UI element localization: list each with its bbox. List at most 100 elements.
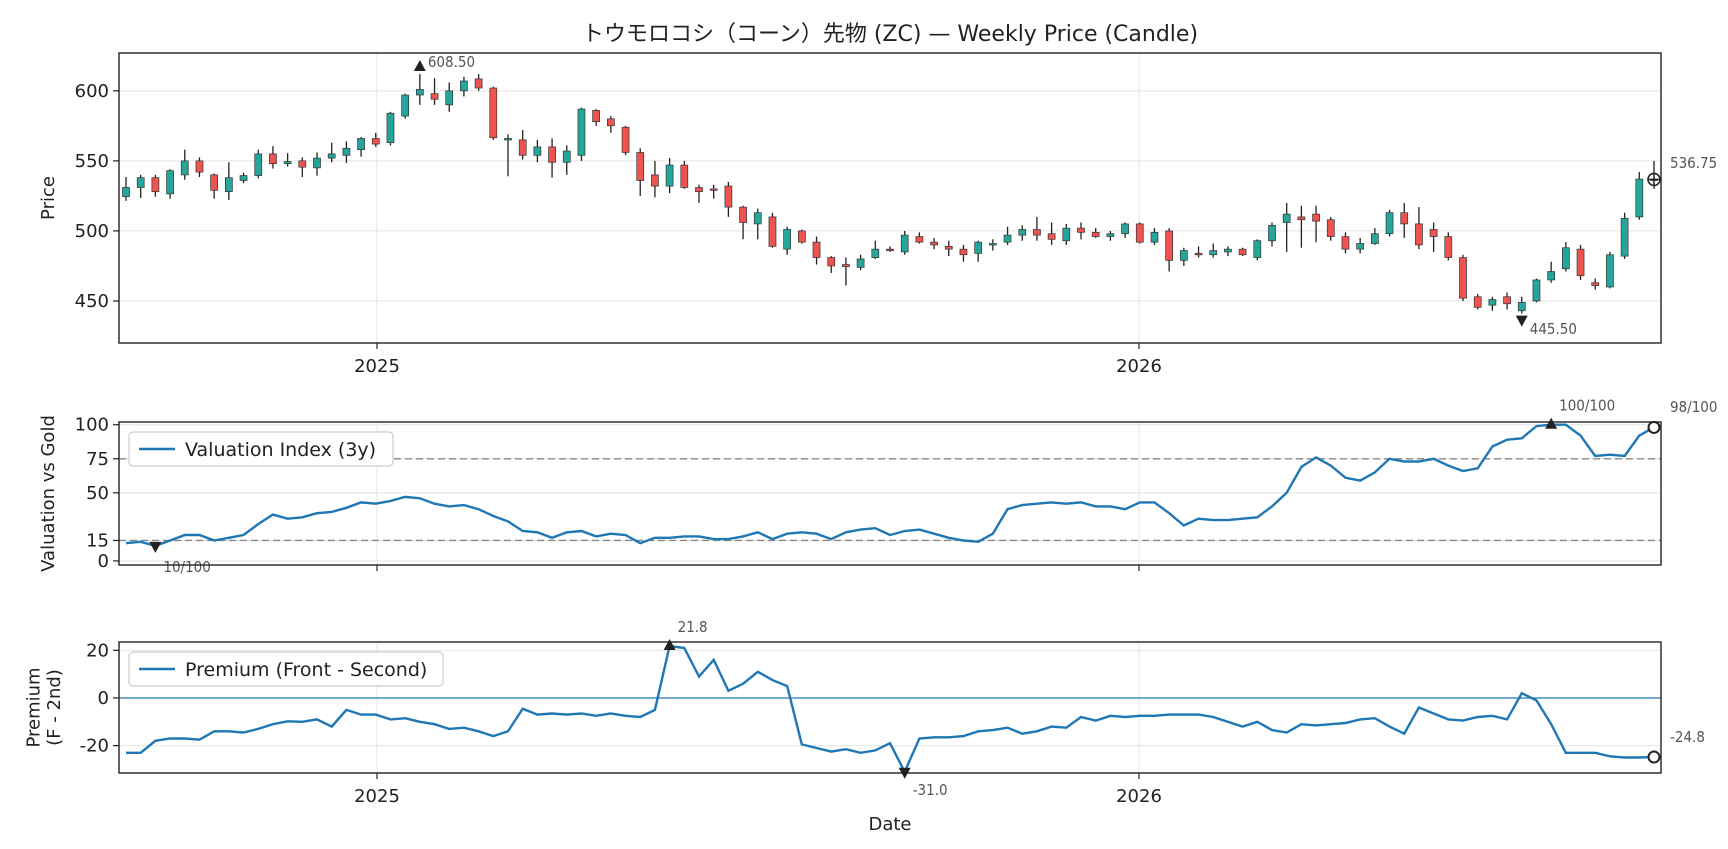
- y-tick-label: 15: [86, 530, 109, 551]
- candle-body: [313, 157, 321, 169]
- candle-body: [1253, 240, 1262, 258]
- candle-body: [445, 90, 454, 106]
- candle-body: [1561, 247, 1570, 270]
- candle-body: [1415, 223, 1423, 246]
- candle-body: [210, 174, 219, 191]
- candle-body: [122, 187, 130, 197]
- candle-body: [974, 241, 983, 254]
- last-marker: [1647, 750, 1661, 764]
- candle-body: [1091, 231, 1100, 237]
- candle-body: [1077, 227, 1085, 233]
- candle-body: [1297, 216, 1306, 221]
- candle-body: [842, 264, 850, 267]
- y-tick-label: 500: [75, 221, 109, 242]
- candle-body: [1326, 219, 1335, 237]
- candle-body: [797, 230, 806, 243]
- last-label: -24.8: [1670, 728, 1705, 746]
- candle-body: [166, 170, 174, 195]
- x-tick-label: 2026: [1116, 356, 1162, 377]
- min-marker: [149, 541, 162, 553]
- candle-body: [298, 160, 307, 168]
- candle-body: [680, 164, 689, 188]
- candle-body: [606, 118, 615, 127]
- y-tick-label: -20: [80, 736, 109, 757]
- candle-body: [930, 241, 938, 246]
- candle-body: [1473, 296, 1482, 308]
- candle-body: [1370, 233, 1379, 244]
- candle-body: [753, 212, 762, 225]
- series-line: [126, 644, 1655, 775]
- candle-body: [533, 146, 542, 156]
- candle-body: [636, 152, 645, 181]
- candle-body: [474, 78, 483, 89]
- candle-body: [944, 245, 953, 250]
- last-label: 98/100: [1670, 398, 1717, 416]
- candle-body: [548, 146, 556, 163]
- max-marker: [663, 639, 676, 651]
- candle-body: [988, 243, 997, 246]
- x-tick-label: 2026: [1116, 786, 1162, 807]
- candle-body: [1356, 243, 1365, 250]
- candle-body: [1003, 234, 1012, 243]
- max-label: 21.8: [678, 618, 708, 636]
- candle-body: [239, 175, 248, 181]
- candle-body: [1532, 279, 1541, 302]
- candle-body: [415, 89, 424, 96]
- candle-body: [724, 185, 733, 208]
- candle-body: [386, 112, 395, 144]
- candle-body: [1106, 233, 1115, 237]
- candle-body: [871, 248, 880, 258]
- candle-body: [1194, 252, 1203, 256]
- min-label: 10/100: [163, 558, 210, 576]
- y-tick-label: 20: [86, 640, 109, 661]
- candle-body: [1591, 282, 1600, 286]
- legend-label: Valuation Index (3y): [185, 439, 376, 461]
- last-label: 536.75: [1670, 154, 1717, 172]
- candle-body: [283, 161, 292, 165]
- candle-body: [1606, 254, 1614, 288]
- candle-body: [1062, 227, 1071, 242]
- candle-body: [1503, 296, 1511, 305]
- candle-body: [812, 241, 821, 258]
- candle-body: [959, 248, 968, 256]
- candle-body: [1268, 224, 1276, 242]
- min-label: 445.50: [1530, 320, 1577, 338]
- x-tick-label: 2025: [354, 356, 400, 377]
- candle-body: [460, 80, 468, 92]
- candle-body: [1488, 299, 1497, 306]
- candle-body: [768, 216, 777, 247]
- candle-body: [592, 110, 601, 122]
- y-axis-label: Valuation vs Gold: [38, 415, 59, 572]
- candle-body: [504, 138, 512, 141]
- candle-body: [900, 234, 909, 253]
- y-axis-label: Price: [38, 176, 59, 220]
- candle-body: [783, 229, 792, 250]
- candle-body: [1135, 223, 1144, 243]
- candle-body: [1209, 250, 1218, 256]
- candle-body: [1576, 248, 1585, 277]
- max-label: 608.50: [428, 53, 475, 71]
- legend-label: Premium (Front - Second): [185, 659, 427, 681]
- candle-body: [856, 258, 865, 268]
- y-tick-label: 600: [75, 81, 109, 102]
- candle-body: [827, 257, 836, 267]
- candle-body: [327, 153, 336, 159]
- axes-frame: [118, 641, 1662, 774]
- candle-body: [1517, 302, 1526, 312]
- candle-body: [1121, 223, 1129, 235]
- candle-body: [621, 126, 630, 153]
- min-label: -31.0: [913, 781, 948, 799]
- y-tick-label: 50: [86, 483, 109, 504]
- candle-body: [195, 160, 204, 173]
- candle-body: [430, 93, 439, 100]
- candle-body: [562, 150, 571, 163]
- axes-frame: [118, 52, 1662, 344]
- legend-box: [128, 431, 394, 467]
- candle-body: [136, 177, 145, 188]
- candle-body: [915, 236, 924, 243]
- candle-body: [224, 177, 233, 193]
- candle-body: [1459, 257, 1467, 299]
- y-tick-label: 450: [75, 291, 109, 312]
- candle-body: [739, 206, 747, 223]
